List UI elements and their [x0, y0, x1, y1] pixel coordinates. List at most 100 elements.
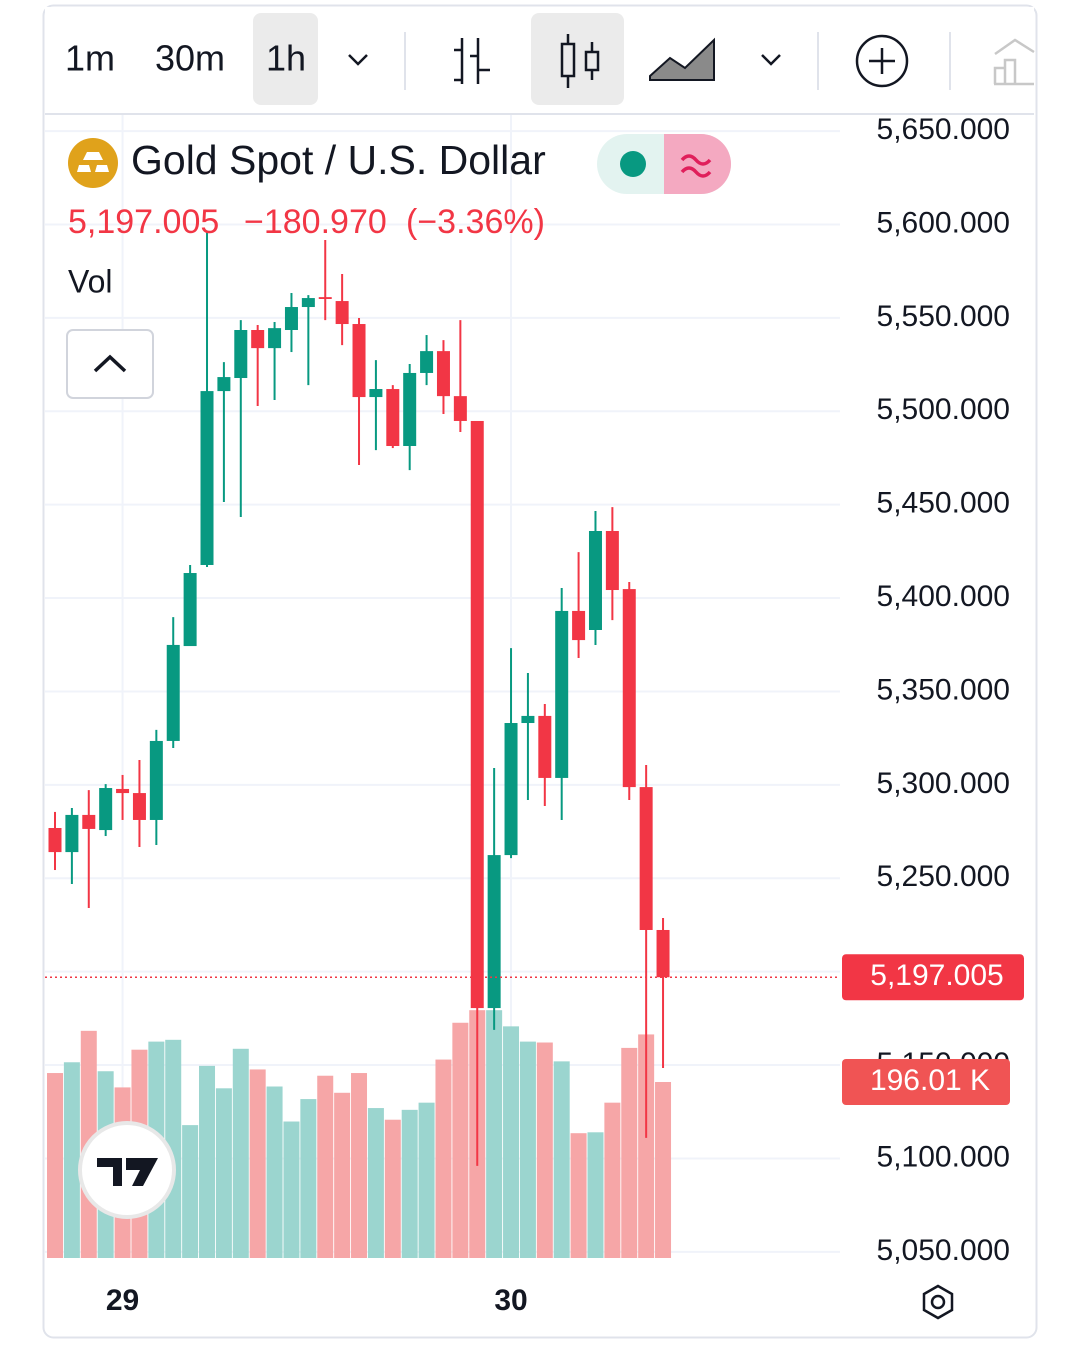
volume-bar — [655, 1082, 672, 1258]
candle-body — [436, 351, 450, 397]
area-icon[interactable] — [649, 37, 715, 81]
volume-bar — [519, 1041, 536, 1258]
volume-bar — [486, 1010, 503, 1258]
volume-bar — [300, 1099, 317, 1258]
add-icon[interactable] — [855, 34, 909, 88]
candle-body — [149, 740, 163, 820]
volume-bar — [215, 1088, 232, 1258]
candle-body — [268, 328, 282, 349]
candle-body — [234, 330, 248, 379]
volume-bar — [317, 1075, 334, 1258]
y-tick-label: 5,600.000 — [877, 206, 1010, 239]
volume-bar — [553, 1061, 570, 1258]
candle-body — [521, 715, 535, 724]
last-price: 5,197.005 — [68, 203, 219, 241]
candle-body — [555, 610, 569, 778]
add-plus — [869, 48, 895, 74]
y-tick-label: 5,500.000 — [877, 393, 1010, 426]
candle-body — [132, 793, 146, 820]
settings-icon-center — [930, 1294, 946, 1310]
y-tick-label: 5,550.000 — [877, 300, 1010, 333]
chevron[interactable] — [348, 54, 368, 66]
candle-body — [183, 573, 197, 647]
volume-bar — [638, 1034, 655, 1258]
volume-bar — [266, 1086, 283, 1258]
change-pct: (−3.36%) — [406, 203, 545, 241]
candle-body — [588, 530, 602, 630]
candle-body — [453, 396, 467, 421]
collapse-button[interactable] — [66, 329, 154, 399]
candle-body — [386, 389, 400, 447]
chart-title: Gold Spot / U.S. Dollar — [131, 137, 546, 183]
volume-bar — [249, 1069, 266, 1258]
volume-bar — [621, 1047, 638, 1258]
candles-icon[interactable] — [560, 34, 600, 88]
volume-legend: Vol — [68, 263, 112, 299]
volume-bar — [587, 1132, 604, 1258]
candle-body — [605, 530, 619, 591]
volume-bar — [367, 1108, 384, 1258]
candle-body — [82, 814, 96, 829]
volume-bar — [334, 1092, 351, 1258]
legend: Gold Spot / U.S. Dollar 5,197.005 −180.9… — [66, 134, 731, 399]
market-open-dot — [620, 151, 646, 177]
tv-logo — [78, 1121, 176, 1219]
chevron[interactable] — [761, 54, 781, 66]
y-tick-label: 5,050.000 — [877, 1234, 1010, 1267]
active-bg — [253, 13, 318, 105]
y-tick-label: 5,100.000 — [877, 1140, 1010, 1173]
volume-bar — [418, 1102, 435, 1258]
candle-body — [217, 377, 231, 392]
volume-bar — [503, 1026, 520, 1258]
price-tag-label: 5,197.005 — [870, 959, 1003, 992]
candle-body — [166, 644, 180, 741]
candle-body — [470, 420, 484, 1009]
volume-bar — [182, 1125, 199, 1258]
volume-bar — [570, 1133, 587, 1258]
volume-bar — [47, 1073, 63, 1258]
bars-icon[interactable] — [454, 38, 490, 84]
candle-body — [284, 307, 298, 331]
logo-mark — [97, 1158, 158, 1186]
candle-body — [200, 391, 214, 565]
volume-bar — [232, 1048, 249, 1258]
candle-body — [65, 814, 79, 853]
candle-body — [572, 610, 586, 641]
symbol-icon-bars — [77, 152, 109, 172]
candle-body — [420, 351, 434, 373]
delayed-icon — [680, 154, 712, 178]
volume-bar — [435, 1059, 452, 1258]
indicator-icon[interactable] — [993, 38, 1035, 86]
candle-body — [251, 330, 265, 349]
price-tag — [842, 954, 1024, 1001]
volume-bar — [165, 1039, 182, 1258]
candle-body — [538, 715, 552, 778]
x-tick-label: 29 — [106, 1284, 139, 1317]
volume-bar — [63, 1062, 80, 1258]
volume-bar — [283, 1121, 300, 1258]
volume-bar — [384, 1119, 401, 1258]
candle-body — [335, 301, 349, 325]
candle-body — [403, 372, 417, 447]
settings-icon[interactable] — [922, 1284, 954, 1320]
candle-body — [656, 929, 670, 978]
candle-body — [318, 297, 332, 299]
interval-button[interactable]: 1m — [65, 38, 115, 79]
change: −180.970 — [244, 203, 387, 241]
toolbar: 1m 30m 1h — [45, 7, 1035, 115]
volume-bar — [199, 1065, 216, 1258]
candle-body — [48, 827, 62, 853]
candle-body — [369, 389, 383, 398]
volume-tag-label: 196.01 K — [870, 1064, 990, 1097]
status-pill-right — [664, 134, 731, 194]
candle-body — [99, 788, 113, 831]
y-tick-label: 5,400.000 — [877, 580, 1010, 613]
candle-body — [504, 723, 518, 856]
volume-tag — [842, 1059, 1010, 1106]
y-tick-label: 5,250.000 — [877, 860, 1010, 893]
interval-button[interactable]: 1h — [266, 38, 306, 79]
symbol-icon — [68, 138, 118, 188]
y-tick-label: 5,450.000 — [877, 487, 1010, 520]
interval-button[interactable]: 30m — [155, 38, 225, 79]
